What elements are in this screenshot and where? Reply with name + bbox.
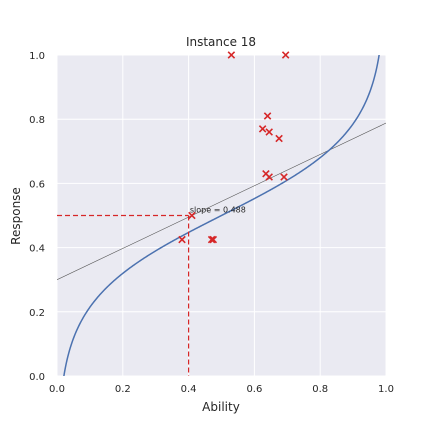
y-tick-label: 0.4 <box>29 244 45 255</box>
x-axis-label: Ability <box>202 400 240 414</box>
x-tick-label: 0.4 <box>181 384 197 395</box>
y-tick-label: 0.6 <box>29 179 45 190</box>
x-tick-label: 0.6 <box>246 384 262 395</box>
x-tick-label: 1.0 <box>378 384 394 395</box>
scatter-point <box>281 51 290 59</box>
scatter-point <box>209 235 218 244</box>
x-tick-label: 0.8 <box>312 384 328 395</box>
scatter-point <box>263 112 272 120</box>
point-stroke <box>227 51 236 59</box>
point-stroke <box>209 235 218 244</box>
scatter-point <box>280 173 288 181</box>
series-layer <box>57 55 386 376</box>
y-tick-label: 0.0 <box>29 372 45 383</box>
y-axis-label: Response <box>9 187 23 245</box>
scatter-point <box>227 51 236 59</box>
point-stroke <box>263 112 272 120</box>
point-stroke <box>281 51 290 59</box>
slope-annotation: slope = 0.488 <box>190 206 246 215</box>
scatter-point <box>178 235 186 244</box>
scatter-point <box>207 235 216 244</box>
tick-labels: 0.0 0.2 0.4 0.6 0.8 1.0 0.0 0.2 0.4 0.6 0.8 1.0 <box>29 51 394 395</box>
point-stroke <box>207 235 216 244</box>
point-stroke <box>275 134 283 143</box>
y-tick-label: 1.0 <box>29 51 45 62</box>
point-stroke <box>262 170 270 178</box>
point-stroke <box>280 173 288 181</box>
y-tick-label: 0.2 <box>29 308 45 319</box>
scatter-point <box>188 211 196 220</box>
x-tick-label: 0.0 <box>49 384 65 395</box>
point-stroke <box>265 128 273 136</box>
scatter-point <box>258 125 267 133</box>
scatter-points <box>178 51 290 244</box>
x-tick-label: 0.2 <box>115 384 131 395</box>
point-stroke <box>258 125 267 133</box>
scatter-point <box>265 128 273 136</box>
response-curve <box>63 55 380 376</box>
y-tick-label: 0.8 <box>29 115 45 126</box>
point-stroke <box>178 235 186 244</box>
point-stroke <box>265 173 273 181</box>
point-stroke <box>188 211 196 220</box>
chart-title: Instance 18 <box>186 35 256 49</box>
scatter-point <box>275 134 283 143</box>
scatter-point <box>265 173 273 181</box>
